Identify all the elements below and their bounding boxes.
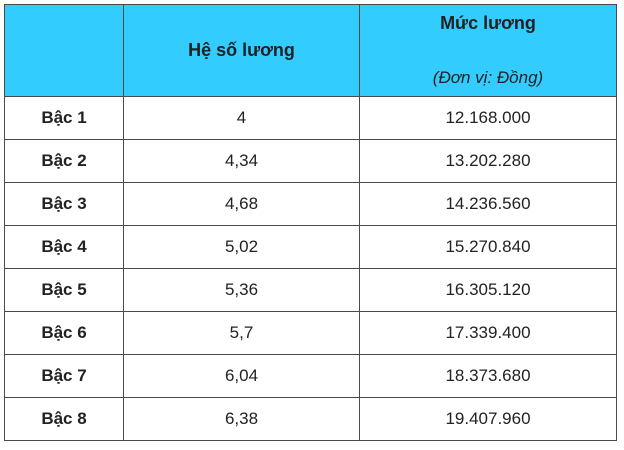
table-row: Bậc 7 6,04 18.373.680 [4,354,617,398]
coefficient-cell: 6,04 [123,354,360,398]
coefficient-cell: 5,36 [123,268,360,312]
table-row: Bậc 6 5,7 17.339.400 [4,311,617,355]
header-row: Hệ số lương Mức lương (Đơn vị: Đồng) [4,4,617,97]
salary-cell: 13.202.280 [359,139,617,183]
header-salary: Mức lương (Đơn vị: Đồng) [359,4,617,97]
table-body: Bậc 1 4 12.168.000 Bậc 2 4,34 13.202.280… [4,96,617,441]
coefficient-cell: 5,7 [123,311,360,355]
level-cell: Bậc 6 [4,311,124,355]
salary-cell: 12.168.000 [359,96,617,140]
table-row: Bậc 1 4 12.168.000 [4,96,617,140]
header-salary-unit: (Đơn vị: Đồng) [432,68,544,87]
header-salary-label: Mức lương [440,13,536,33]
coefficient-cell: 4,34 [123,139,360,183]
level-cell: Bậc 7 [4,354,124,398]
coefficient-cell: 4,68 [123,182,360,226]
table-row: Bậc 2 4,34 13.202.280 [4,139,617,183]
salary-cell: 15.270.840 [359,225,617,269]
level-cell: Bậc 8 [4,397,124,441]
level-cell: Bậc 3 [4,182,124,226]
coefficient-cell: 6,38 [123,397,360,441]
salary-cell: 18.373.680 [359,354,617,398]
header-coefficient: Hệ số lương [123,4,360,97]
table-header: Hệ số lương Mức lương (Đơn vị: Đồng) [4,4,617,97]
table-row: Bậc 5 5,36 16.305.120 [4,268,617,312]
salary-table: Hệ số lương Mức lương (Đơn vị: Đồng) Bậc… [4,4,617,441]
salary-cell: 17.339.400 [359,311,617,355]
level-cell: Bậc 5 [4,268,124,312]
table-row: Bậc 8 6,38 19.407.960 [4,397,617,441]
level-cell: Bậc 4 [4,225,124,269]
level-cell: Bậc 2 [4,139,124,183]
header-coefficient-label: Hệ số lương [188,40,295,60]
level-cell: Bậc 1 [4,96,124,140]
table-row: Bậc 3 4,68 14.236.560 [4,182,617,226]
table-row: Bậc 4 5,02 15.270.840 [4,225,617,269]
salary-cell: 16.305.120 [359,268,617,312]
salary-cell: 19.407.960 [359,397,617,441]
header-level [4,4,124,97]
coefficient-cell: 4 [123,96,360,140]
salary-cell: 14.236.560 [359,182,617,226]
coefficient-cell: 5,02 [123,225,360,269]
